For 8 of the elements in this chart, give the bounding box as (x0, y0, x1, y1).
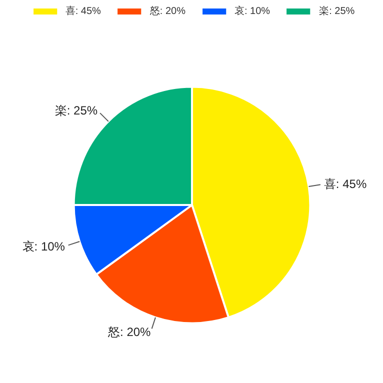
slice-label: 楽: 25% (54, 104, 98, 118)
legend-label: 喜: 45% (65, 4, 101, 18)
legend-label: 楽: 25% (319, 5, 355, 18)
legend-label: 哀: 10% (234, 4, 270, 18)
slice-label: 哀: 10% (22, 239, 66, 254)
legend-label: 怒: 20% (150, 5, 186, 18)
slice-label: 怒: 20% (107, 325, 152, 340)
slice-label: 喜: 45% (324, 177, 367, 192)
